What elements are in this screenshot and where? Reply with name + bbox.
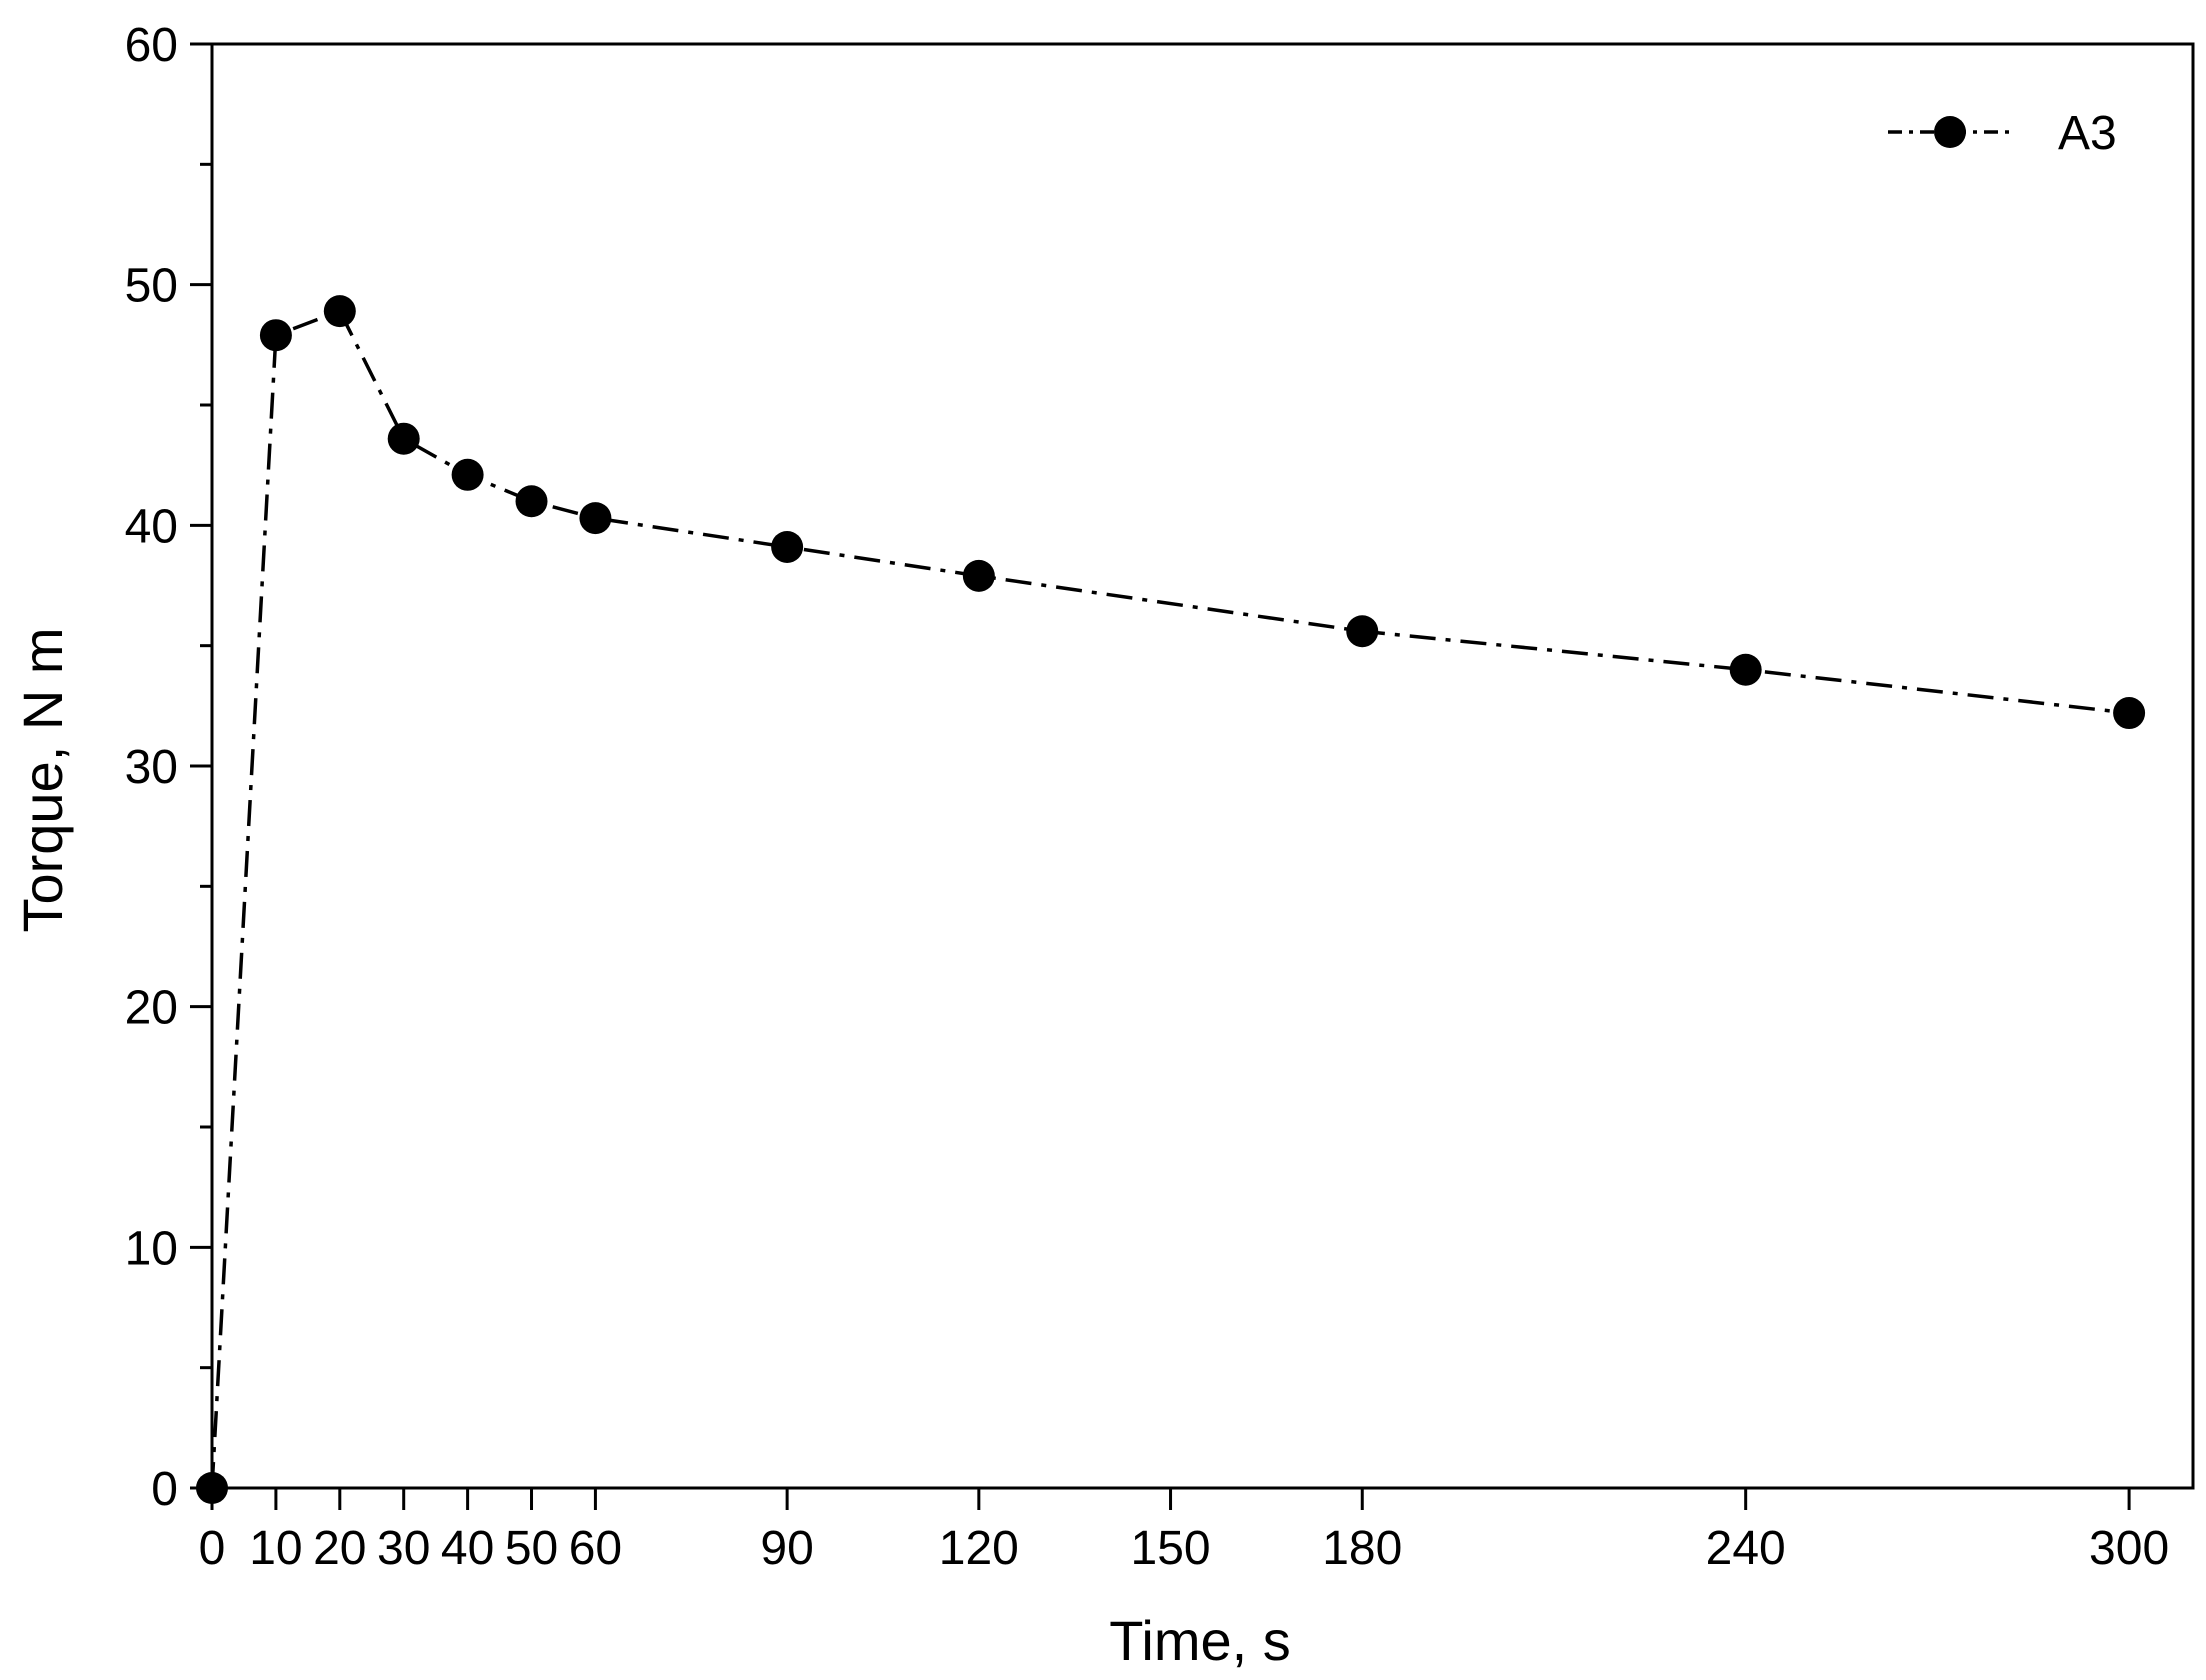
x-tick-label: 0 [199, 1522, 226, 1575]
y-tick-label: 60 [125, 19, 178, 72]
tick-marks [190, 42, 2131, 1510]
x-tick-label: 120 [939, 1522, 1019, 1575]
y-tick-label: 30 [125, 741, 178, 794]
x-tick-label: 50 [505, 1522, 558, 1575]
y-tick-label: 40 [125, 500, 178, 553]
y-axis-title: Torque, N m [11, 628, 74, 933]
x-tick-label: 10 [249, 1522, 302, 1575]
plot-frame [210, 42, 2195, 1490]
data-point [579, 502, 612, 535]
legend-marker [1934, 116, 1966, 148]
data-point [962, 559, 995, 592]
legend: A3 [1888, 107, 2117, 160]
series-a3 [196, 295, 2146, 1504]
x-tick-label: 60 [569, 1522, 622, 1575]
x-tick-label: 300 [2089, 1522, 2169, 1575]
data-point [1729, 653, 1762, 686]
data-point [771, 530, 804, 563]
x-tick-label: 30 [377, 1522, 430, 1575]
data-point [323, 295, 356, 328]
x-tick-label: 180 [1322, 1522, 1402, 1575]
x-tick-label: 40 [441, 1522, 494, 1575]
data-point [196, 1472, 228, 1504]
series-line [210, 308, 2130, 1489]
axes [210, 42, 2195, 1490]
x-tick-label: 150 [1131, 1522, 1211, 1575]
data-point [259, 319, 292, 352]
data-point [451, 458, 484, 491]
x-axis-title: Time, s [1109, 1609, 1290, 1672]
x-tick-label: 90 [760, 1522, 813, 1575]
data-point [387, 422, 420, 455]
series-layer [196, 295, 2146, 1504]
data-point [1346, 615, 1379, 648]
data-point [2113, 697, 2146, 730]
legend-label: A3 [2058, 107, 2117, 160]
y-tick-label: 20 [125, 982, 178, 1035]
x-tick-label: 20 [313, 1522, 366, 1575]
data-point [515, 485, 548, 518]
y-tick-label: 50 [125, 260, 178, 313]
x-tick-label: 240 [1706, 1522, 1786, 1575]
y-tick-label: 10 [125, 1222, 178, 1275]
y-tick-label: 0 [151, 1463, 178, 1516]
